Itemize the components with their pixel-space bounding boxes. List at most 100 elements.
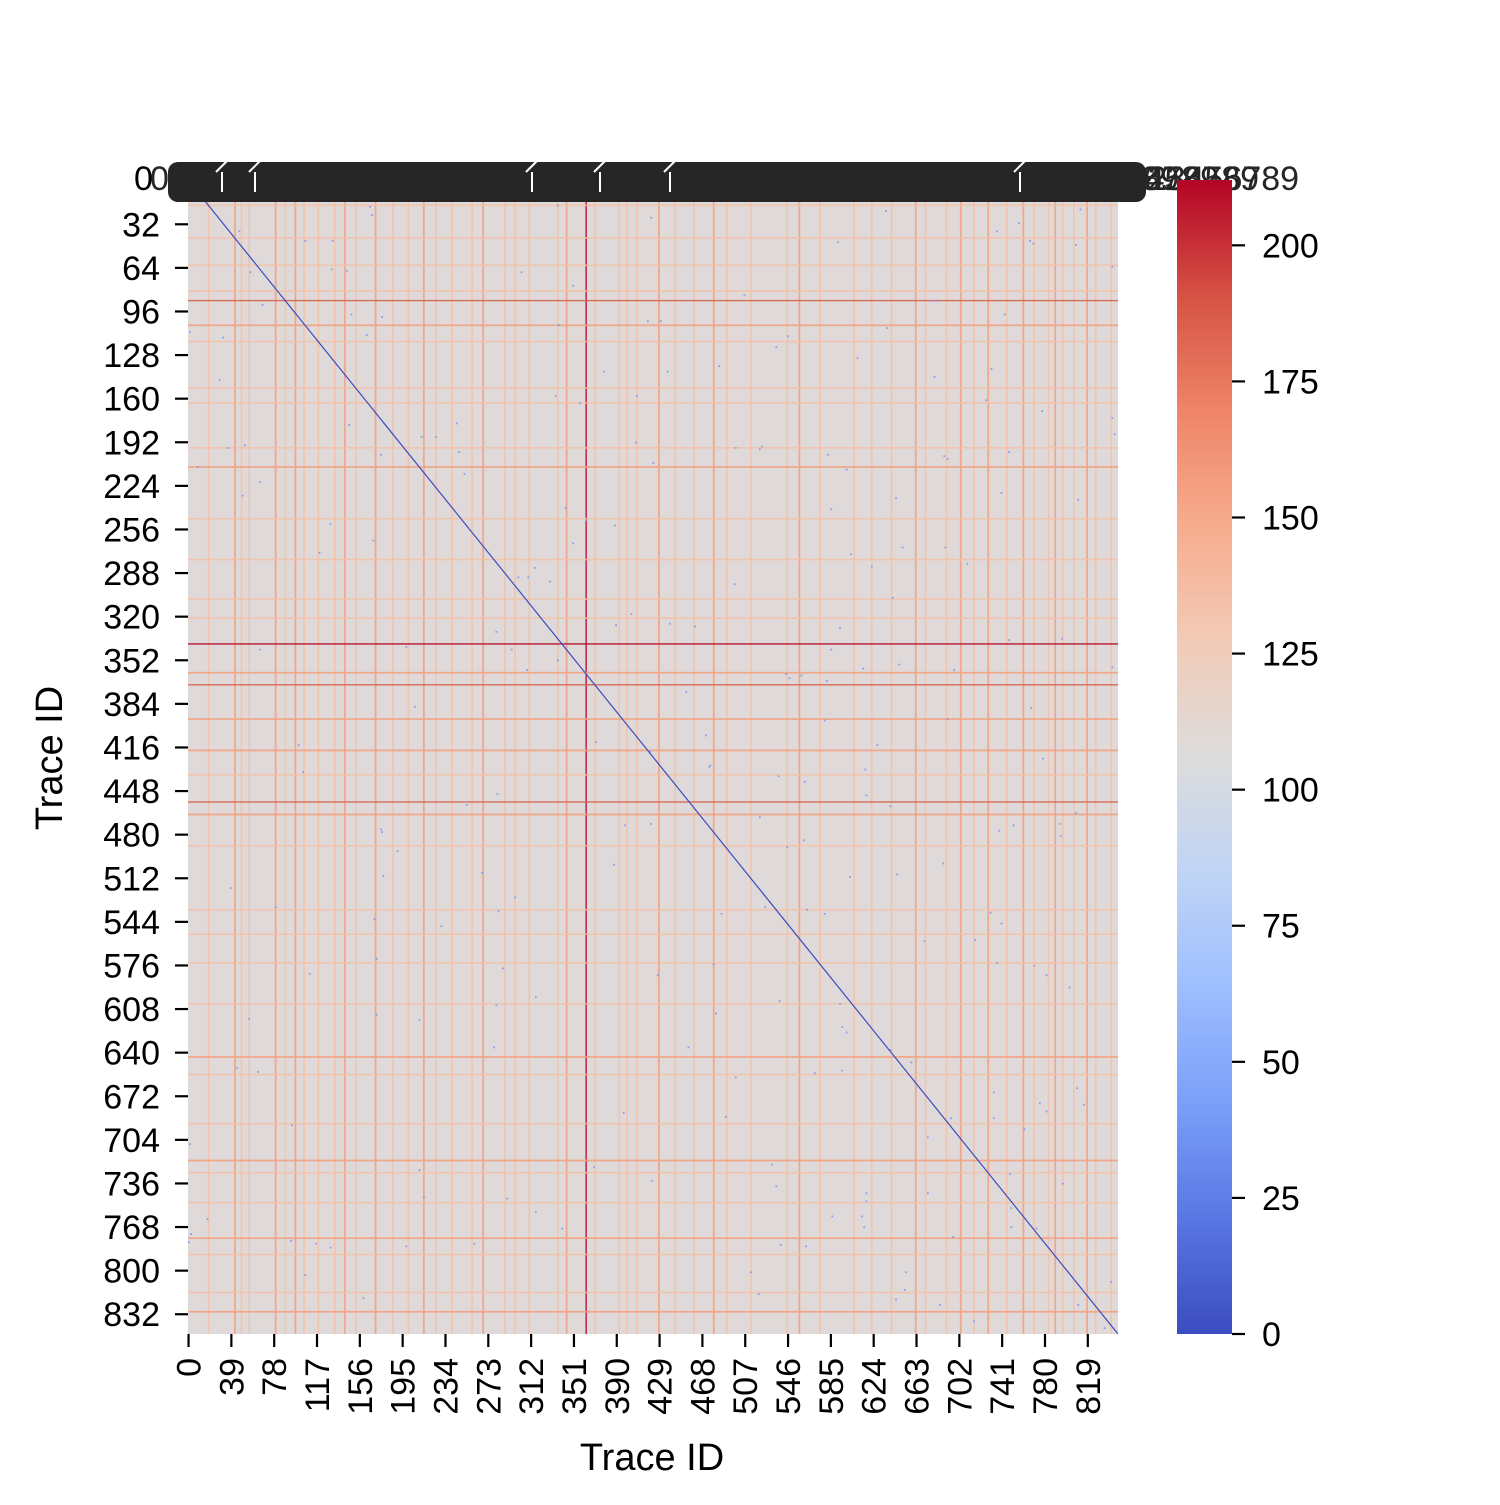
heatmap-low-value-cell <box>534 1211 537 1214</box>
overlapping-tick-labels: 0123456789 <box>630 160 819 198</box>
heatmap-low-value-cell <box>973 1320 975 1323</box>
y-tick-label: 512 <box>103 860 160 898</box>
y-tick-label: 256 <box>103 511 160 549</box>
heatmap-column-line <box>1022 180 1025 1334</box>
heatmap-low-value-cell <box>188 1241 190 1244</box>
heatmap-row-line <box>188 387 1118 389</box>
heatmap-low-value-cell <box>990 368 993 370</box>
heatmap-low-value-cell <box>848 876 851 879</box>
heatmap-low-value-cell <box>974 938 976 941</box>
heatmap-low-value-cell <box>650 216 653 219</box>
heatmap-low-value-cell <box>830 648 833 651</box>
heatmap-low-value-cell <box>757 1293 760 1295</box>
heatmap-low-value-cell <box>830 508 833 511</box>
heatmap-low-value-cell <box>527 576 530 579</box>
heatmap-low-value-cell <box>895 497 897 500</box>
heatmap-low-value-cell <box>850 553 852 556</box>
heatmap-low-value-cell <box>375 1013 378 1016</box>
heatmap-low-value-cell <box>865 1192 868 1195</box>
heatmap-row-line <box>188 324 1118 327</box>
y-tick-label: 0 <box>134 160 153 198</box>
heatmap-column-line <box>626 180 628 1334</box>
heatmap-low-value-cell <box>886 327 889 329</box>
y-tick-label: 768 <box>103 1209 160 1247</box>
top-overlapping-tick-labels: 0012345678901234567890123456789012345678… <box>134 159 1299 202</box>
heatmap-row-line <box>188 340 1118 343</box>
heatmap-column-line <box>1072 180 1075 1334</box>
heatmap-low-value-cell <box>870 565 873 568</box>
heatmap-low-value-cell <box>330 268 333 271</box>
y-tick-label: 64 <box>122 250 160 288</box>
heatmap-low-value-cell <box>274 906 277 908</box>
heatmap-low-value-cell <box>966 562 969 565</box>
heatmap-column-line <box>674 180 677 1334</box>
heatmap-low-value-cell <box>709 764 712 767</box>
heatmap-row-line <box>188 718 1118 720</box>
heatmap-column-line <box>959 180 962 1334</box>
heatmap-low-value-cell <box>227 447 230 449</box>
y-tick-label: 640 <box>103 1035 160 1073</box>
heatmap-low-value-cell <box>556 204 559 207</box>
heatmap-low-value-cell <box>375 957 378 960</box>
heatmap-column-line <box>317 180 320 1334</box>
overlap-separator <box>1013 159 1027 173</box>
heatmap-low-value-cell <box>944 546 947 549</box>
heatmap-low-value-cell <box>517 576 520 579</box>
heatmap-low-value-cell <box>891 596 894 599</box>
overlapping-tick-labels: 0123456789 <box>990 160 1179 198</box>
overlap-separator <box>593 159 607 173</box>
heatmap-low-value-cell <box>405 645 408 648</box>
heatmap-low-value-cell <box>750 1271 752 1274</box>
x-tick-label: 312 <box>513 1358 551 1415</box>
heatmap-low-value-cell <box>998 829 1001 832</box>
colorbar-tick-label: 125 <box>1262 636 1319 674</box>
heatmap-row-line <box>188 671 1118 674</box>
heatmap-column-line <box>240 180 243 1334</box>
overlapping-tick-labels: 0123456789 <box>950 160 1139 198</box>
heatmap-low-value-cell <box>649 750 651 753</box>
heatmap-column-line <box>945 180 948 1334</box>
x-tick-label: 819 <box>1070 1358 1108 1415</box>
heatmap-column-line <box>987 180 990 1334</box>
heatmap-low-value-cell <box>953 669 956 671</box>
heatmap-low-value-cell <box>526 669 528 671</box>
heatmap-low-value-cell <box>196 466 199 468</box>
heatmap-low-value-cell <box>533 566 536 569</box>
heatmap-column-line <box>1086 180 1088 1334</box>
y-tick-label: 384 <box>103 686 160 724</box>
overlapping-tick-labels: 0123456789 <box>350 160 539 198</box>
heatmap-low-value-cell <box>371 214 374 216</box>
heatmap-low-value-cell <box>422 1196 425 1199</box>
heatmap-low-value-cell <box>630 613 633 616</box>
y-tick-label: 224 <box>103 468 160 506</box>
heatmap-low-value-cell <box>1082 1103 1085 1106</box>
heatmap-low-value-cell <box>985 399 987 402</box>
heatmap-low-value-cell <box>865 1200 868 1203</box>
heatmap-low-value-cell <box>634 441 637 444</box>
heatmap-low-value-cell <box>593 1166 595 1169</box>
heatmap-low-value-cell <box>650 823 653 825</box>
heatmap-row-line <box>188 1159 1118 1162</box>
overlap-separator <box>525 159 539 173</box>
heatmap-low-value-cell <box>1111 265 1114 268</box>
heatmap-low-value-cell <box>249 271 252 274</box>
heatmap-low-value-cell <box>845 468 848 471</box>
heatmap-row-line <box>188 1291 1118 1294</box>
heatmap-low-value-cell <box>1032 242 1035 245</box>
colorbar-tick-label: 75 <box>1262 908 1300 946</box>
overlapping-tick-labels: 0123456789 <box>550 160 739 198</box>
heatmap-low-value-cell <box>495 1004 498 1007</box>
heatmap-low-value-cell <box>440 925 443 928</box>
heatmap-row-line <box>188 962 1118 964</box>
heatmap-column-line <box>798 180 801 1334</box>
heatmap-low-value-cell <box>1010 1226 1013 1229</box>
y-tick-label: 96 <box>122 293 160 331</box>
overlapping-tick-labels: 0123456789 <box>910 160 1099 198</box>
heatmap-column-line <box>1047 180 1050 1334</box>
heatmap-low-value-cell <box>572 284 575 287</box>
heatmap-row-line <box>188 598 1118 600</box>
heatmap-low-value-cell <box>1009 1173 1012 1176</box>
heatmap-low-value-cell <box>190 1233 192 1235</box>
heatmap-low-value-cell <box>733 583 736 586</box>
heatmap-column-line <box>1094 180 1097 1334</box>
